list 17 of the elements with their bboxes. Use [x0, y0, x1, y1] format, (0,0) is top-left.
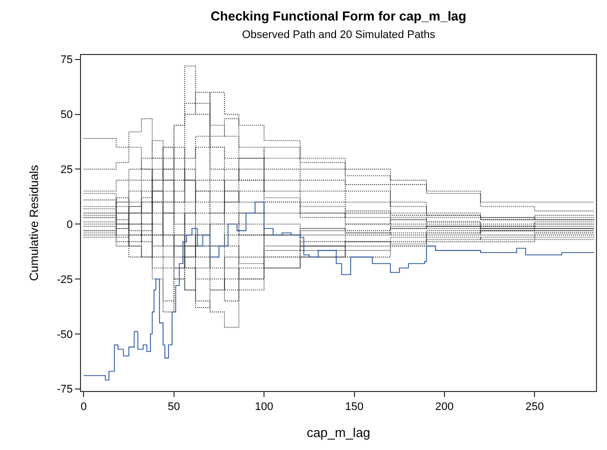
y-tick-label: 75 [60, 54, 73, 66]
x-tick-label: 100 [254, 401, 274, 414]
x-tick-label: 50 [168, 401, 180, 414]
y-tick-label: -75 [56, 384, 73, 396]
y-axis-title: Cumulative Residuals [27, 164, 42, 282]
x-tick-label: 200 [435, 401, 454, 414]
x-tick-label: 250 [525, 401, 544, 414]
y-tick-label: 25 [60, 164, 73, 176]
y-tick-label: -50 [56, 328, 73, 341]
y-tick-label: 0 [66, 218, 73, 231]
chart-subtitle: Observed Path and 20 Simulated Paths [242, 29, 436, 41]
x-tick-label: 150 [345, 401, 364, 414]
chart-title: Checking Functional Form for cap_m_lag [210, 8, 466, 24]
x-axis-title: cap_m_lag [306, 424, 370, 440]
y-tick-label: 50 [60, 109, 73, 122]
x-tick-label: 0 [80, 401, 87, 414]
y-tick-label: -25 [56, 274, 73, 286]
